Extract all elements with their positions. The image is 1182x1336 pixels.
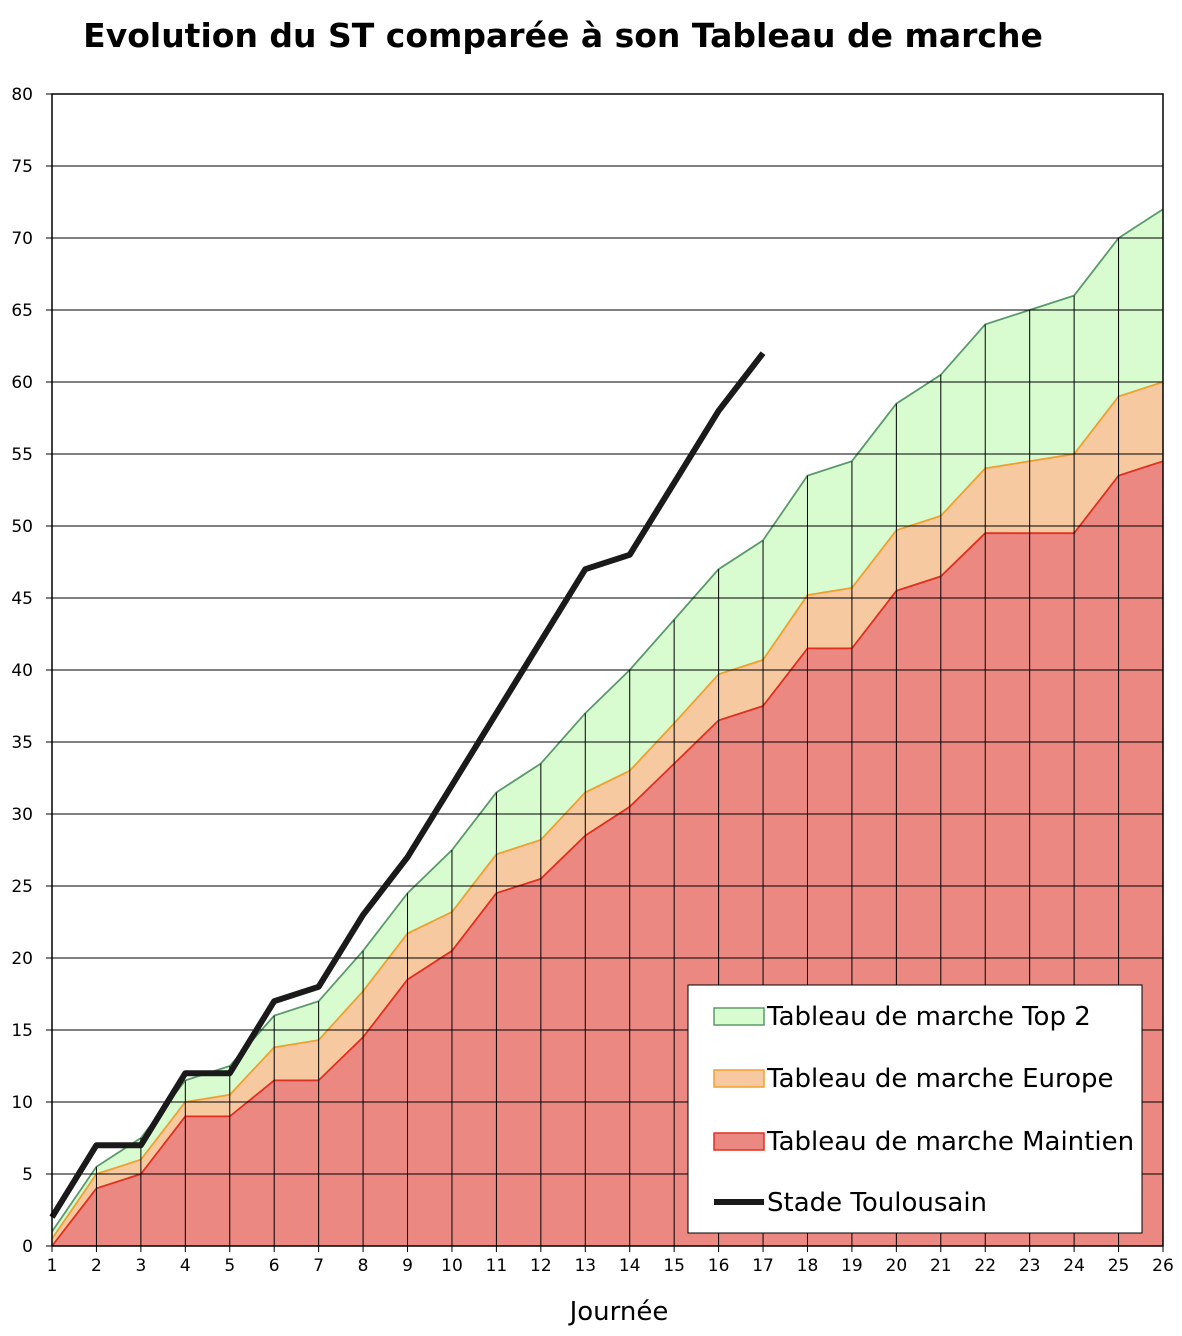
legend-label: Tableau de marche Europe: [766, 1064, 1114, 1094]
y-tick-label: 40: [11, 661, 33, 681]
x-tick-label: 17: [752, 1256, 774, 1276]
legend-label: Stade Toulousain: [767, 1188, 987, 1218]
y-tick-label: 10: [11, 1093, 33, 1113]
legend-label: Tableau de marche Top 2: [766, 1002, 1091, 1032]
x-tick-label: 2: [91, 1256, 102, 1276]
line-series: [49, 351, 766, 1219]
x-tick-label: 11: [486, 1256, 508, 1276]
area-edge-series-2: [51, 460, 1164, 1247]
y-tick-label: 5: [22, 1165, 33, 1185]
x-tick-label: 26: [1152, 1256, 1174, 1276]
y-tick-label: 80: [11, 85, 33, 105]
horizontal-gridlines: [52, 165, 1163, 1175]
x-tick-label: 24: [1063, 1256, 1085, 1276]
y-tick-label: 70: [11, 229, 33, 249]
y-tick-label: 0: [22, 1237, 33, 1257]
chart-title: Evolution du ST comparée à son Tableau d…: [83, 16, 1043, 55]
y-tick-label: 50: [11, 517, 33, 537]
x-tick-label: 19: [841, 1256, 863, 1276]
y-tick-label: 15: [11, 1021, 33, 1041]
y-tick-label: 25: [11, 877, 33, 897]
legend-label: Tableau de marche Maintien: [766, 1127, 1134, 1157]
x-tick-label: 16: [708, 1256, 730, 1276]
y-tick-label: 65: [11, 301, 33, 321]
x-tick-label: 22: [974, 1256, 996, 1276]
y-axis-ticks: 0 5 10 15 20 25 30 35 40 45 50 55 60 65 70 75 80: [11, 85, 52, 1257]
x-tick-label: 9: [402, 1256, 413, 1276]
area-edge-series-1: [51, 381, 1164, 1240]
x-tick-label: 20: [886, 1256, 908, 1276]
legend: Tableau de marche Top 2 Tableau de marche…: [687, 984, 1143, 1234]
x-tick-label: 7: [313, 1256, 324, 1276]
x-tick-label: 18: [797, 1256, 819, 1276]
y-tick-label: 20: [11, 949, 33, 969]
y-tick-label: 75: [11, 157, 33, 177]
line-series-0: [49, 351, 766, 1219]
y-tick-label: 35: [11, 733, 33, 753]
x-tick-label: 3: [135, 1256, 146, 1276]
x-tick-label: 8: [358, 1256, 369, 1276]
y-tick-label: 60: [11, 373, 33, 393]
x-tick-label: 10: [441, 1256, 463, 1276]
y-tick-label: 55: [11, 445, 33, 465]
legend-box: [687, 984, 1143, 1234]
legend-swatch: [713, 1007, 765, 1026]
y-tick-label: 30: [11, 805, 33, 825]
x-tick-label: 23: [1019, 1256, 1041, 1276]
legend-swatch: [713, 1069, 765, 1088]
x-tick-label: 15: [663, 1256, 685, 1276]
legend-items: Tableau de marche Top 2 Tableau de marche…: [713, 1002, 1134, 1218]
x-tick-label: 21: [930, 1256, 952, 1276]
x-tick-label: 5: [224, 1256, 235, 1276]
x-tick-label: 13: [574, 1256, 596, 1276]
legend-swatch: [713, 1132, 765, 1151]
y-tick-label: 45: [11, 589, 33, 609]
x-tick-label: 25: [1108, 1256, 1130, 1276]
x-tick-label: 1: [47, 1256, 58, 1276]
x-axis-ticks: 1 2 3 4 5 6 7 8 9 10 11 12 13 14 15 16 17 18 19 20 21 22 23 24 2…: [47, 1246, 1174, 1276]
x-tick-label: 6: [269, 1256, 280, 1276]
x-tick-label: 12: [530, 1256, 552, 1276]
x-tick-label: 4: [180, 1256, 191, 1276]
x-tick-label: 14: [619, 1256, 641, 1276]
x-axis-title: Journée: [568, 1297, 669, 1327]
